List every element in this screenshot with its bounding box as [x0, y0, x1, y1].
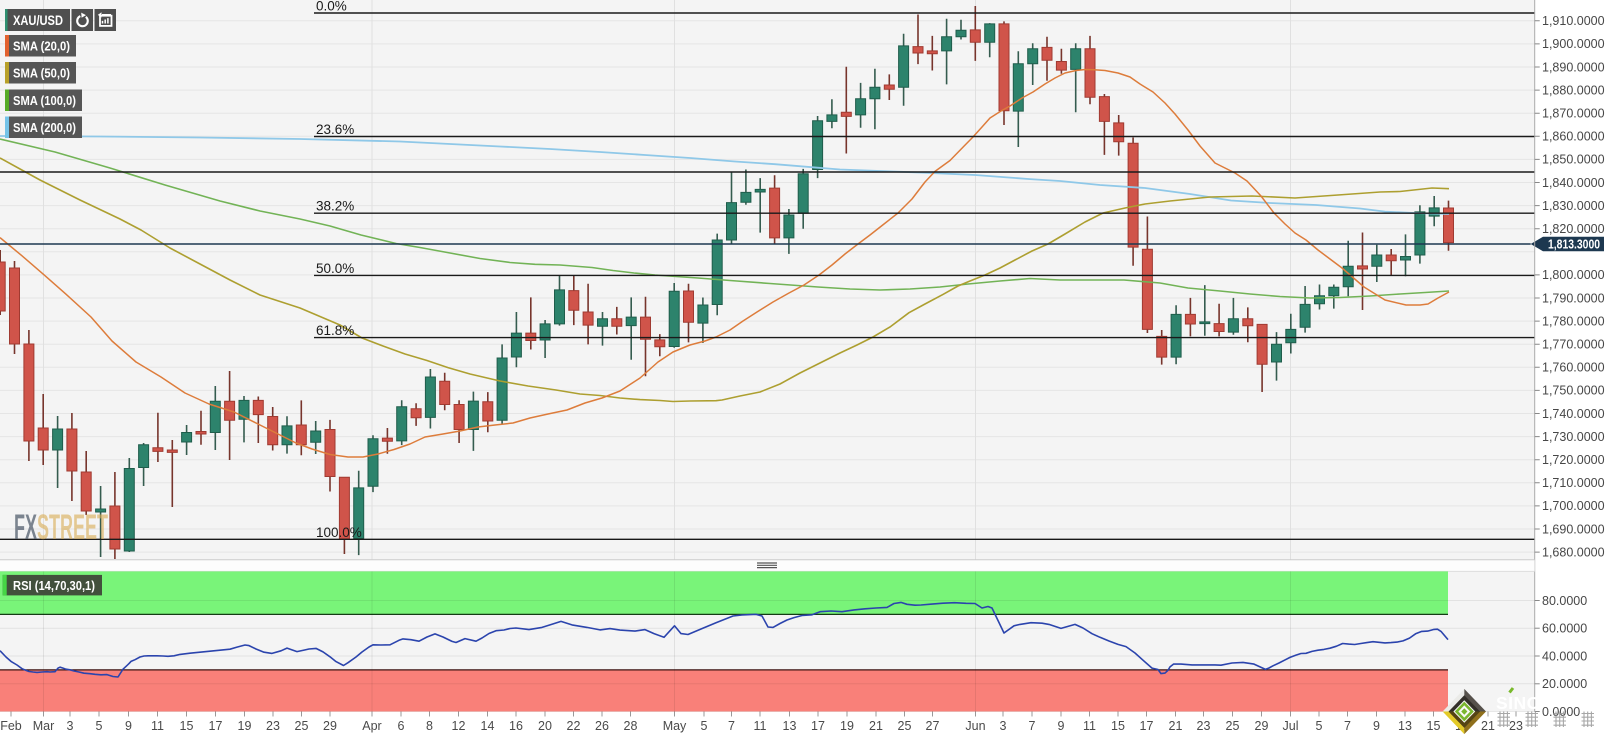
- svg-text:17: 17: [209, 719, 223, 733]
- svg-text:3: 3: [67, 719, 74, 733]
- svg-text:SMA (200,0): SMA (200,0): [13, 120, 76, 135]
- svg-text:1,910.0000: 1,910.0000: [1542, 14, 1605, 28]
- svg-text:28: 28: [624, 719, 638, 733]
- svg-text:1,860.0000: 1,860.0000: [1542, 130, 1605, 144]
- svg-text:1,750.0000: 1,750.0000: [1542, 384, 1605, 398]
- svg-text:1,760.0000: 1,760.0000: [1542, 361, 1605, 375]
- svg-text:5: 5: [701, 719, 708, 733]
- svg-text:27: 27: [926, 719, 940, 733]
- svg-text:1,770.0000: 1,770.0000: [1542, 338, 1605, 352]
- svg-text:Jun: Jun: [965, 719, 985, 733]
- svg-text:15: 15: [180, 719, 194, 733]
- svg-text:SMA (20,0): SMA (20,0): [13, 39, 70, 54]
- svg-text:23: 23: [1509, 719, 1523, 733]
- svg-text:61.8%: 61.8%: [316, 323, 354, 338]
- svg-text:15: 15: [1427, 719, 1441, 733]
- svg-text:9: 9: [1373, 719, 1380, 733]
- svg-text:38.2%: 38.2%: [316, 199, 354, 214]
- svg-text:1,690.0000: 1,690.0000: [1542, 522, 1605, 536]
- svg-text:1,850.0000: 1,850.0000: [1542, 153, 1605, 167]
- svg-text:14: 14: [481, 719, 495, 733]
- svg-text:SMA (50,0): SMA (50,0): [13, 66, 70, 81]
- svg-text:19: 19: [840, 719, 854, 733]
- svg-text:1,730.0000: 1,730.0000: [1542, 430, 1605, 444]
- svg-text:17: 17: [1140, 719, 1154, 733]
- svg-text:6: 6: [398, 719, 405, 733]
- svg-text:50.0%: 50.0%: [316, 261, 354, 276]
- svg-text:1,813.3000: 1,813.3000: [1548, 238, 1600, 252]
- svg-text:SINO: SINO: [1496, 693, 1541, 713]
- svg-text:15: 15: [1111, 719, 1125, 733]
- svg-text:23.6%: 23.6%: [316, 122, 354, 137]
- svg-text:1,890.0000: 1,890.0000: [1542, 60, 1605, 74]
- svg-text:Apr: Apr: [362, 719, 381, 733]
- svg-text:0.0000: 0.0000: [1542, 705, 1580, 719]
- svg-text:22: 22: [567, 719, 581, 733]
- svg-text:20: 20: [538, 719, 552, 733]
- svg-text:Feb: Feb: [0, 719, 22, 733]
- svg-text:11: 11: [1083, 719, 1096, 733]
- svg-text:25: 25: [295, 719, 309, 733]
- svg-text:29: 29: [1255, 719, 1269, 733]
- svg-text:XAU/USD: XAU/USD: [13, 13, 63, 28]
- svg-text:40.0000: 40.0000: [1542, 649, 1587, 663]
- svg-text:11: 11: [151, 719, 164, 733]
- svg-text:1,800.0000: 1,800.0000: [1542, 268, 1605, 282]
- svg-text:RSI (14,70,30,1): RSI (14,70,30,1): [13, 579, 95, 593]
- svg-text:60.0000: 60.0000: [1542, 622, 1587, 636]
- svg-text:FXSTREET: FXSTREET: [14, 508, 108, 547]
- svg-text:Mar: Mar: [33, 719, 55, 733]
- svg-text:13: 13: [783, 719, 797, 733]
- svg-text:1,840.0000: 1,840.0000: [1542, 176, 1605, 190]
- svg-text:1,820.0000: 1,820.0000: [1542, 222, 1605, 236]
- svg-text:3: 3: [1000, 719, 1007, 733]
- svg-text:100.0%: 100.0%: [316, 525, 362, 540]
- svg-text:9: 9: [125, 719, 132, 733]
- svg-text:26: 26: [595, 719, 609, 733]
- svg-text:Jul: Jul: [1283, 719, 1299, 733]
- svg-text:0.0%: 0.0%: [316, 0, 347, 14]
- svg-text:1,740.0000: 1,740.0000: [1542, 407, 1605, 421]
- svg-text:1,790.0000: 1,790.0000: [1542, 291, 1605, 305]
- svg-text:7: 7: [1344, 719, 1351, 733]
- svg-text:23: 23: [266, 719, 280, 733]
- svg-text:1,870.0000: 1,870.0000: [1542, 107, 1605, 121]
- svg-text:13: 13: [1398, 719, 1412, 733]
- svg-text:1,880.0000: 1,880.0000: [1542, 83, 1605, 97]
- svg-text:12: 12: [452, 719, 466, 733]
- svg-text:21: 21: [1481, 719, 1495, 733]
- svg-text:5: 5: [1316, 719, 1323, 733]
- svg-text:20.0000: 20.0000: [1542, 677, 1587, 691]
- svg-text:25: 25: [898, 719, 912, 733]
- svg-text:8: 8: [426, 719, 433, 733]
- svg-text:23: 23: [1197, 719, 1211, 733]
- svg-text:16: 16: [509, 719, 523, 733]
- svg-text:21: 21: [869, 719, 883, 733]
- svg-text:7: 7: [728, 719, 735, 733]
- svg-text:25: 25: [1226, 719, 1240, 733]
- svg-text:80.0000: 80.0000: [1542, 594, 1587, 608]
- svg-text:May: May: [663, 719, 687, 733]
- svg-text:1,780.0000: 1,780.0000: [1542, 314, 1605, 328]
- svg-text:1,700.0000: 1,700.0000: [1542, 499, 1605, 513]
- svg-text:11: 11: [754, 719, 767, 733]
- svg-text:21: 21: [1169, 719, 1183, 733]
- svg-text:SMA (100,0): SMA (100,0): [13, 93, 76, 108]
- svg-text:1,830.0000: 1,830.0000: [1542, 199, 1605, 213]
- svg-text:5: 5: [96, 719, 103, 733]
- svg-text:1,680.0000: 1,680.0000: [1542, 545, 1605, 559]
- svg-text:1,710.0000: 1,710.0000: [1542, 476, 1605, 490]
- svg-text:9: 9: [1058, 719, 1065, 733]
- svg-text:1,900.0000: 1,900.0000: [1542, 37, 1605, 51]
- svg-text:29: 29: [323, 719, 337, 733]
- svg-text:1,720.0000: 1,720.0000: [1542, 453, 1605, 467]
- svg-text:17: 17: [811, 719, 825, 733]
- svg-text:7: 7: [1029, 719, 1036, 733]
- svg-text:19: 19: [238, 719, 252, 733]
